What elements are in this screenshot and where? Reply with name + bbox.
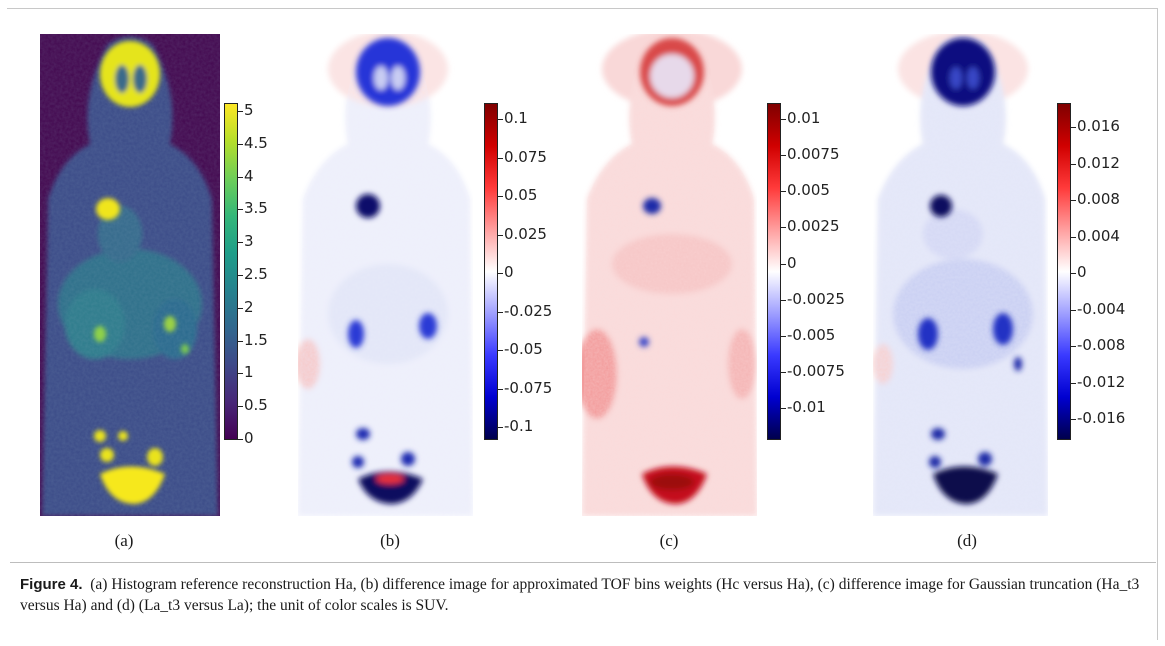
colorbar-tick-label: -0.005 <box>787 325 836 344</box>
colorbar-tickmark <box>238 176 243 178</box>
colorbar-tickmark <box>238 307 243 309</box>
colorbar-tickmark <box>781 299 786 301</box>
colorbar-tick-label: 3.5 <box>244 199 268 218</box>
colorbar-tick-label: -0.025 <box>504 301 553 320</box>
colorbar-tickmark <box>498 350 503 351</box>
colorbar-tick-label: 2.5 <box>244 265 268 283</box>
colorbar-tickmark <box>1071 309 1076 311</box>
colorbar-tick-label: 0.005 <box>787 181 830 200</box>
colorbar-d <box>1057 103 1071 440</box>
colorbar-tick-label: 0.008 <box>1077 190 1120 208</box>
colorbar-tick-label: 4 <box>244 166 254 185</box>
colorbar-tick-label: 0.012 <box>1077 153 1120 172</box>
colorbar-tick-label: 0 <box>787 253 797 272</box>
colorbar-tick-label: -0.012 <box>1077 372 1126 391</box>
colorbar-tickmark <box>781 371 786 373</box>
colorbar-tick-label: 0.0075 <box>787 145 840 164</box>
colorbar-tick-label: 5 <box>244 101 254 119</box>
colorbar-tickmark <box>498 273 503 274</box>
colorbar-tick-label: -0.01 <box>787 398 826 416</box>
colorbar-tickmark <box>238 111 243 112</box>
colorbar-tickmark <box>238 143 243 145</box>
panel-d-image <box>873 34 1048 516</box>
colorbar-tickmark <box>498 119 503 120</box>
colorbar-tickmark <box>238 275 243 276</box>
panel-a-image <box>40 34 220 516</box>
panel-label-a: (a) <box>114 531 134 550</box>
panel-label-c: (c) <box>659 531 679 550</box>
colorbar-tick-label: 0.004 <box>1077 226 1120 245</box>
colorbar-tick-label: -0.016 <box>1077 409 1126 427</box>
colorbar-tickmark <box>498 234 503 236</box>
colorbar-tick-label: 0.016 <box>1077 117 1120 135</box>
colorbar-tickmark <box>781 263 786 265</box>
colorbar-tickmark <box>238 406 243 408</box>
colorbar-tick-label: -0.008 <box>1077 336 1126 354</box>
caption-prefix: Figure 4. <box>20 576 83 593</box>
colorbar-tickmark <box>1071 273 1076 274</box>
colorbar-tickmark <box>498 196 503 197</box>
colorbar-tickmark <box>1071 200 1076 201</box>
colorbar-tickmark <box>1071 419 1076 420</box>
colorbar-tickmark <box>1071 346 1076 347</box>
panel-label-b: (b) <box>380 531 400 550</box>
colorbar-tick-label: 0 <box>1077 263 1087 281</box>
colorbar-tick-label: 0.05 <box>504 186 538 204</box>
colorbar-tick-label: -0.075 <box>504 378 553 397</box>
colorbar-tick-label: -0.05 <box>504 340 543 358</box>
colorbar-tick-label: 0 <box>244 429 254 447</box>
colorbar-tickmark <box>498 427 503 428</box>
colorbar-tickmark <box>781 119 786 120</box>
figure-caption: Figure 4. (a) Histogram reference recons… <box>20 574 1145 616</box>
colorbar-tickmark <box>498 157 503 159</box>
colorbar-tick-label: 0.075 <box>504 147 547 166</box>
colorbar-tickmark <box>238 209 243 211</box>
colorbar-tick-label: 1.5 <box>244 330 268 349</box>
panel-c-image <box>582 34 757 516</box>
colorbar-tick-label: 0.5 <box>244 396 268 415</box>
figure-frame <box>7 8 1158 640</box>
colorbar-tick-label: 0 <box>504 263 514 281</box>
colorbar-tick-label: 0.1 <box>504 109 528 127</box>
colorbar-c <box>767 103 781 440</box>
colorbar-tickmark <box>781 335 786 337</box>
caption-divider <box>10 562 1156 563</box>
colorbar-tickmark <box>238 242 243 244</box>
colorbar-tickmark <box>1071 127 1076 128</box>
colorbar-tickmark <box>238 439 243 440</box>
caption-text: (a) Histogram reference reconstruction H… <box>20 576 1140 614</box>
colorbar-tickmark <box>238 373 243 375</box>
colorbar-tick-label: 0.025 <box>504 224 547 243</box>
colorbar-tick-label: 2 <box>244 297 254 316</box>
colorbar-tickmark <box>1071 236 1076 238</box>
colorbar-tickmark <box>781 191 786 193</box>
colorbar-tickmark <box>781 227 786 229</box>
colorbar-tickmark <box>781 408 786 409</box>
colorbar-tick-label: 4.5 <box>244 133 268 152</box>
colorbar-tick-label: -0.1 <box>504 417 534 435</box>
colorbar-tickmark <box>781 155 786 157</box>
colorbar-tick-label: -0.0075 <box>787 361 845 380</box>
colorbar-tickmark <box>498 388 503 390</box>
colorbar-tick-label: 0.01 <box>787 109 821 127</box>
colorbar-tick-label: 1 <box>244 363 254 382</box>
panel-label-d: (d) <box>957 531 977 550</box>
colorbar-tick-label: 3 <box>244 232 254 251</box>
colorbar-tickmark <box>498 311 503 313</box>
colorbar-tick-label: 0.0025 <box>787 217 840 236</box>
colorbar-tickmark <box>1071 382 1076 384</box>
panel-b-image <box>298 34 473 516</box>
colorbar-a <box>224 103 238 440</box>
colorbar-tick-label: -0.0025 <box>787 289 845 308</box>
colorbar-tickmark <box>238 340 243 342</box>
colorbar-b <box>484 103 498 440</box>
colorbar-tick-label: -0.004 <box>1077 299 1126 318</box>
colorbar-tickmark <box>1071 163 1076 165</box>
